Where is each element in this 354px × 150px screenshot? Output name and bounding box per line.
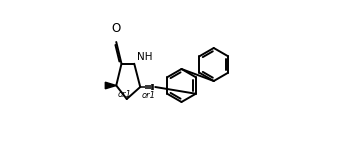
Text: NH: NH <box>137 51 153 61</box>
Text: or1: or1 <box>117 90 131 99</box>
Text: O: O <box>111 22 120 35</box>
Text: or1: or1 <box>142 91 155 100</box>
Polygon shape <box>105 82 116 89</box>
